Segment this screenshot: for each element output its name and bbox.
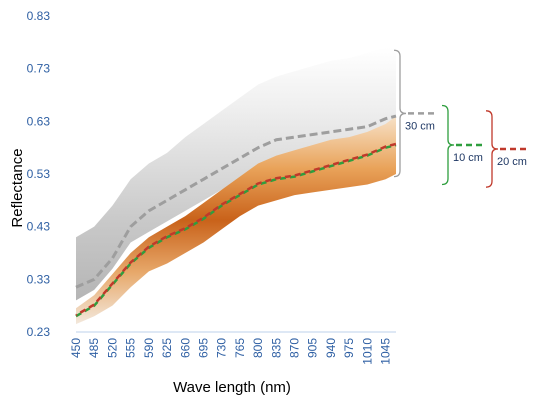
x-tick-label: 765: [233, 338, 247, 358]
x-tick-labels: 450 485 520 555 590 625 660 695 730 765 800 835 870 9…: [69, 338, 393, 365]
series-line: [75, 114, 397, 289]
x-tick-label: 730: [215, 338, 229, 358]
y-tick-label: 0.83: [27, 9, 51, 23]
legend-bracket: [393, 49, 407, 178]
x-tick-label: 800: [251, 338, 265, 358]
envelope-band: [76, 47, 396, 301]
series-line: [75, 142, 397, 317]
y-tick-label: 0.33: [27, 272, 51, 286]
x-tick-label: 1045: [379, 338, 393, 365]
series-layer: [75, 114, 397, 318]
y-tick-label: 0.53: [27, 167, 51, 181]
x-tick-label: 660: [178, 338, 192, 358]
x-tick-label: 870: [288, 338, 302, 358]
x-tick-label: 695: [196, 338, 210, 358]
y-tick-labels: 0.23 0.33 0.43 0.53 0.63 0.73 0.83: [27, 9, 51, 339]
x-tick-label: 625: [160, 338, 174, 358]
y-tick-label: 0.63: [27, 114, 51, 128]
x-tick-label: 975: [342, 338, 356, 358]
x-tick-label: 520: [105, 338, 119, 358]
x-tick-label: 450: [69, 338, 83, 358]
y-tick-label: 0.43: [27, 220, 51, 234]
x-tick-label: 590: [142, 338, 156, 358]
legend-label: 10 cm: [453, 152, 483, 164]
x-tick-label: 1010: [360, 338, 374, 365]
y-tick-label: 0.23: [27, 325, 51, 339]
legend-label: 20 cm: [497, 156, 527, 168]
series-line: [75, 143, 397, 318]
x-axis-label: Wave length (nm): [173, 379, 291, 396]
x-tick-label: 835: [269, 338, 283, 358]
legend-bracket: [485, 110, 499, 188]
legend-label: 30 cm: [405, 120, 435, 132]
x-tick-label: 555: [124, 338, 138, 358]
y-tick-label: 0.73: [27, 62, 51, 76]
y-axis-label: Reflectance: [9, 148, 26, 227]
legend-bracket: [441, 104, 455, 186]
legend: 30 cm 10 cm 20 cm: [393, 49, 528, 188]
x-tick-label: 940: [324, 338, 338, 358]
x-tick-label: 905: [306, 338, 320, 358]
x-tick-label: 485: [87, 338, 101, 358]
plot-area: [76, 47, 396, 325]
